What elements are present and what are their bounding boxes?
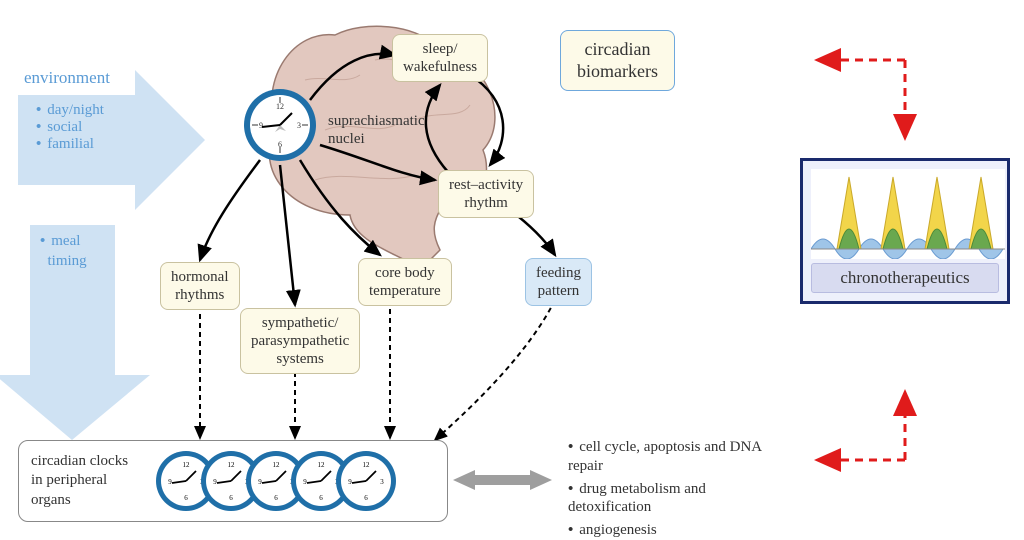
dashed-feeding-down bbox=[435, 300, 555, 440]
gray-biarrow bbox=[453, 470, 552, 490]
box-feeding: feeding pattern bbox=[525, 258, 592, 306]
arrow-scn-symp bbox=[280, 165, 295, 305]
env-item-daynight: day/night bbox=[36, 102, 104, 119]
process-drugmetab: drug metabolism and detoxification bbox=[568, 480, 763, 518]
svg-text:6: 6 bbox=[278, 140, 282, 149]
scn-clock: 12 3 6 9 bbox=[244, 89, 316, 161]
scn-label: suprachiasmaticnuclei bbox=[328, 112, 425, 148]
arrow-rest-sleep bbox=[426, 85, 448, 172]
svg-text:6: 6 bbox=[184, 494, 188, 502]
svg-text:6: 6 bbox=[319, 494, 323, 502]
svg-text:12: 12 bbox=[318, 461, 326, 469]
svg-text:6: 6 bbox=[229, 494, 233, 502]
svg-text:12: 12 bbox=[228, 461, 236, 469]
process-cellcycle: cell cycle, apoptosis and DNA repair bbox=[568, 438, 763, 476]
meal-timing-list: meal timing bbox=[40, 232, 87, 271]
environment-list: day/night social familial bbox=[36, 102, 104, 153]
svg-text:9: 9 bbox=[258, 478, 262, 486]
arrow-scn-hormonal bbox=[200, 160, 260, 260]
env-item-familial: familial bbox=[36, 136, 104, 153]
svg-text:3: 3 bbox=[297, 121, 301, 130]
svg-text:3: 3 bbox=[380, 478, 384, 486]
box-biomarkers: circadian biomarkers bbox=[560, 30, 675, 91]
box-coretemp: core body temperature bbox=[358, 258, 452, 306]
svg-text:6: 6 bbox=[364, 494, 368, 502]
svg-text:12: 12 bbox=[183, 461, 191, 469]
box-rest: rest–activity rhythm bbox=[438, 170, 534, 218]
peripheral-label: circadian clocks in peripheral organs bbox=[31, 452, 151, 511]
chrono-waveform bbox=[811, 169, 1005, 259]
box-hormonal: hormonal rhythms bbox=[160, 262, 240, 310]
svg-text:12: 12 bbox=[273, 461, 281, 469]
box-sympathetic: sympathetic/ parasympathetic systems bbox=[240, 308, 360, 374]
svg-text:12: 12 bbox=[363, 461, 371, 469]
arrow-scn-coretemp bbox=[300, 160, 380, 255]
arrow-sleep-rest bbox=[470, 75, 503, 165]
env-item-social: social bbox=[36, 119, 104, 136]
peripheral-box: circadian clocks in peripheral organs 12… bbox=[18, 440, 448, 522]
svg-text:9: 9 bbox=[348, 478, 352, 486]
chronobox: chronotherapeutics bbox=[800, 158, 1010, 304]
arrow-scn-sleep bbox=[310, 54, 395, 100]
environment-heading: environment bbox=[24, 68, 110, 88]
processes-list: cell cycle, apoptosis and DNA repair dru… bbox=[568, 438, 763, 540]
peripheral-clocks: 12369 12369 12369 12369 12369 bbox=[151, 446, 431, 516]
env-item-meal: meal timing bbox=[40, 232, 87, 271]
svg-text:9: 9 bbox=[168, 478, 172, 486]
svg-text:9: 9 bbox=[259, 121, 263, 130]
svg-text:9: 9 bbox=[213, 478, 217, 486]
svg-text:9: 9 bbox=[303, 478, 307, 486]
arrow-scn-rest bbox=[320, 145, 435, 180]
svg-text:12: 12 bbox=[276, 102, 284, 111]
chrono-label: chronotherapeutics bbox=[811, 263, 999, 293]
process-angiogenesis: angiogenesis bbox=[568, 521, 763, 540]
box-sleep: sleep/ wakefulness bbox=[392, 34, 488, 82]
svg-text:6: 6 bbox=[274, 494, 278, 502]
